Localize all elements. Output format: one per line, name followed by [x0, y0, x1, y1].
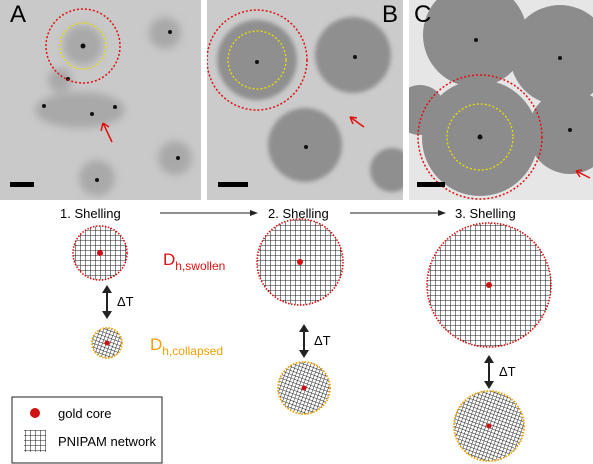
panel-label: A [10, 1, 26, 28]
legend-label: PNIPAM network [58, 434, 157, 449]
panel-label: C [414, 1, 431, 28]
micrograph-c [395, 0, 593, 200]
micrograph-a [0, 0, 201, 200]
step-label: 3. Shelling [455, 206, 516, 221]
d-symbol: D [150, 335, 162, 354]
figure: A B C 1. Shelling 2. Shelling 3. Shellin… [0, 0, 593, 464]
delta-t: ΔT [314, 333, 331, 348]
panel-label: B [382, 1, 398, 28]
legend-label: gold core [58, 406, 111, 421]
step-label: 1. Shelling [60, 206, 121, 221]
d-subscript: h,swollen [175, 259, 225, 273]
delta-t: ΔT [117, 294, 134, 309]
micrograph-b [207, 0, 414, 200]
page: A B C 1. Shelling 2. Shelling 3. Shellin… [0, 0, 593, 464]
d-swollen: Dh,swollen [163, 250, 225, 273]
d-collapsed: Dh,collapsed [150, 335, 223, 358]
step-label: 2. Shelling [268, 206, 329, 221]
d-symbol: D [163, 250, 175, 269]
d-subscript: h,collapsed [162, 344, 223, 358]
delta-t: ΔT [499, 364, 516, 379]
